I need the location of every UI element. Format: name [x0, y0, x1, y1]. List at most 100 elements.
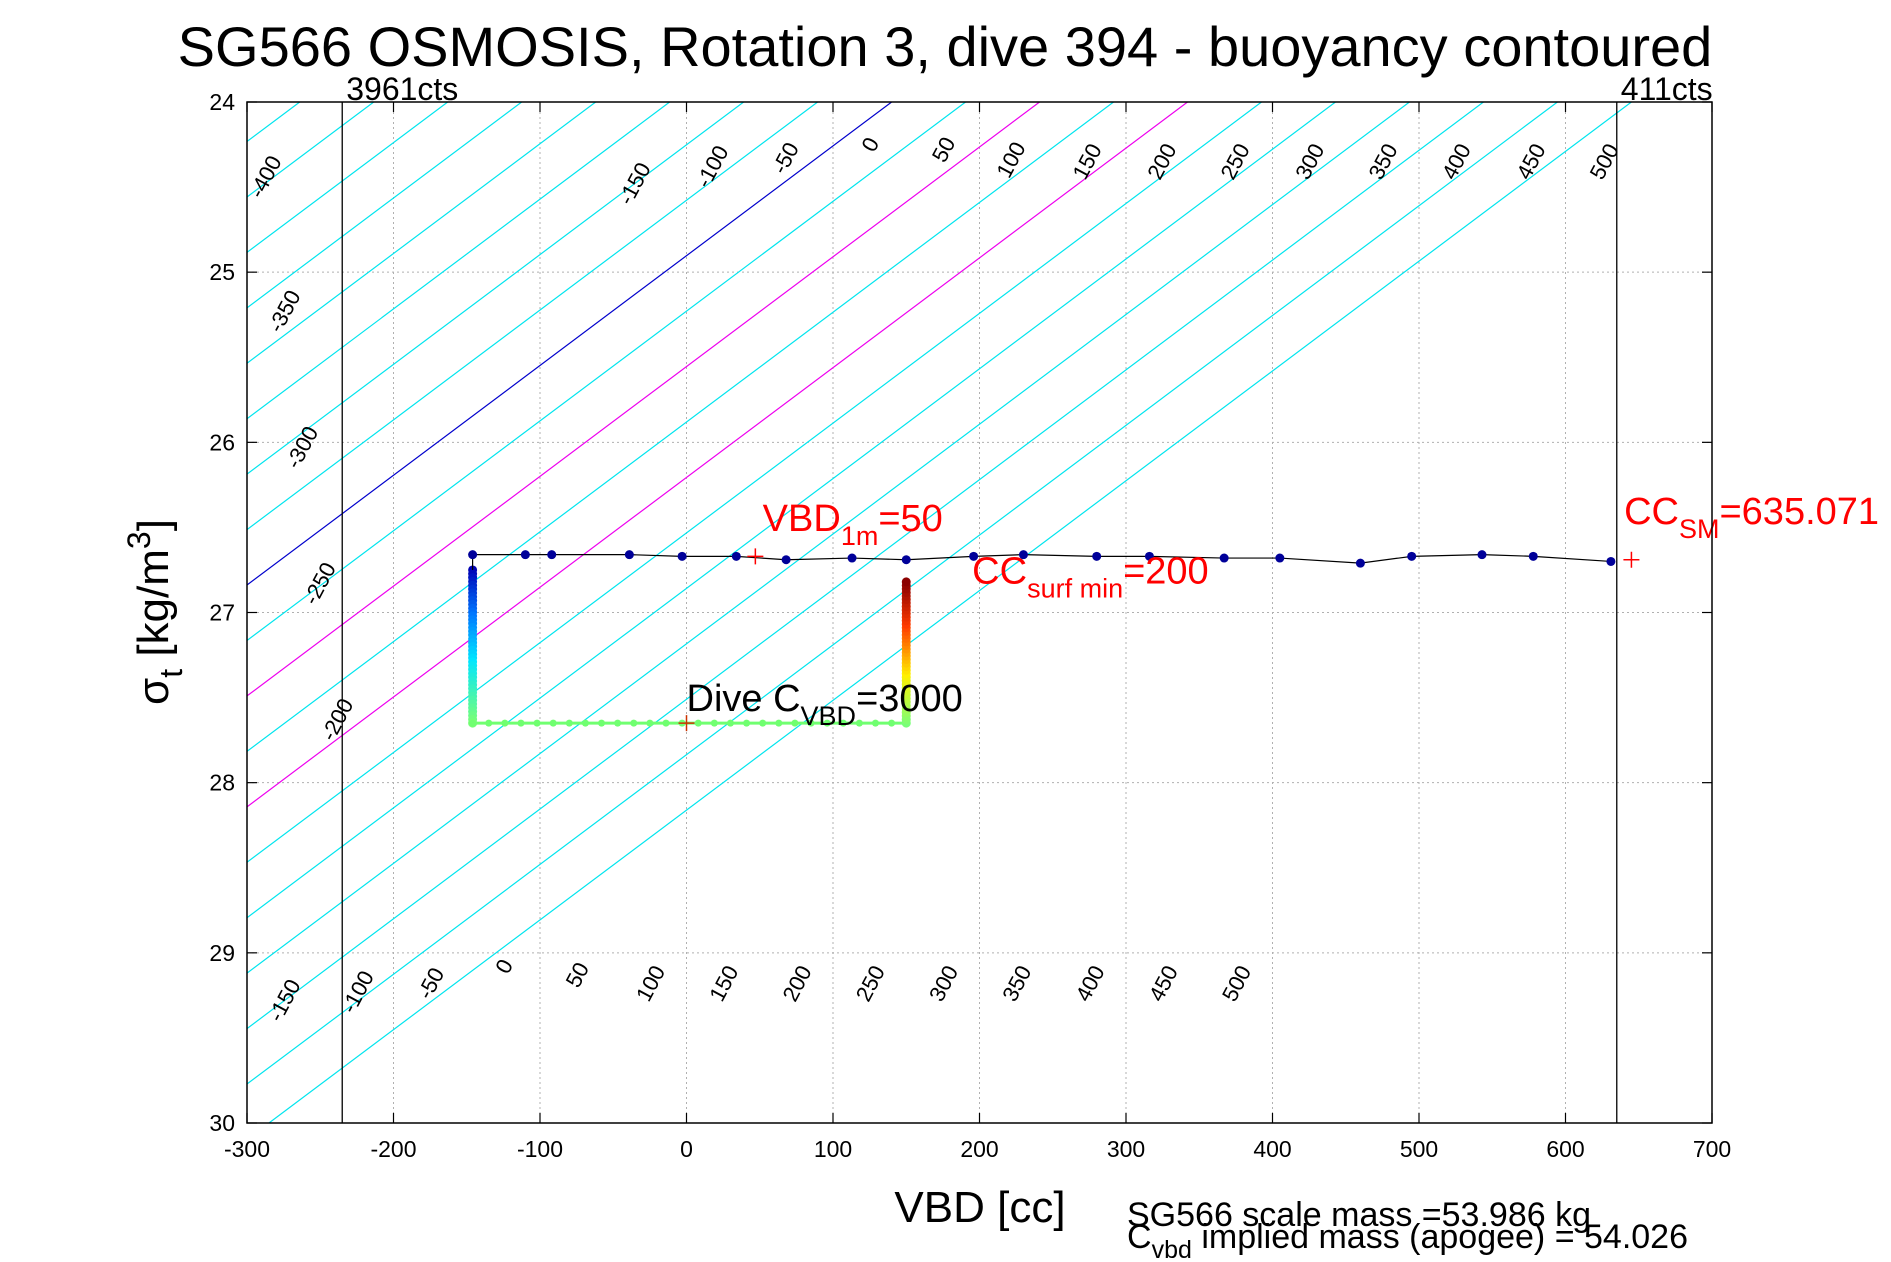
surface-point	[1606, 556, 1616, 566]
y-tick-label: 28	[209, 770, 235, 796]
bottom-point	[855, 719, 863, 727]
surface-point	[624, 550, 634, 560]
contour-line	[247, 102, 671, 420]
x-axis-label: VBD [cc]	[894, 1183, 1065, 1232]
surface-point	[1355, 558, 1365, 568]
bottom-point	[871, 719, 879, 727]
bottom-point	[517, 719, 525, 727]
reference-line-label: 411cts	[1621, 71, 1713, 107]
surface-point	[1275, 553, 1285, 563]
bottom-point	[662, 719, 670, 727]
bottom-point	[710, 719, 718, 727]
x-tick-label: 0	[680, 1136, 693, 1162]
bottom-point	[743, 719, 751, 727]
surface-point	[468, 550, 478, 560]
footer-implied-mass: Cvbd implied mass (apogee) = 54.026	[1127, 1218, 1688, 1262]
bottom-point	[581, 719, 589, 727]
contour-line	[247, 102, 1040, 697]
surface-point	[847, 553, 857, 563]
surface-point	[520, 550, 530, 560]
y-axis-label: σt [kg/m3]	[121, 519, 189, 705]
x-axis-ticks: -300 -200 -100 0 100 200 300 400 500 600 700	[224, 102, 1731, 1162]
y-tick-label: 25	[209, 259, 235, 285]
bottom-point	[646, 719, 654, 727]
contour-line	[247, 102, 597, 365]
bottom-point	[501, 719, 509, 727]
bottom-point	[469, 719, 477, 727]
bottom-point	[726, 719, 734, 727]
vbd-1m-annotation: VBD1m=50	[763, 498, 943, 551]
contour-line	[247, 102, 1114, 753]
chart-title: SG566 OSMOSIS, Rotation 3, dive 394 - bu…	[178, 15, 1713, 78]
bottom-point	[485, 719, 493, 727]
surface-point	[781, 555, 791, 565]
x-tick-label: -100	[517, 1136, 563, 1162]
bottom-point	[839, 719, 847, 727]
contour-line	[247, 102, 1336, 919]
contour-line	[247, 102, 1484, 1030]
reference-line-label: 3961cts	[346, 71, 458, 107]
y-axis-ticks: 24 25 26 27 28 29 30	[209, 89, 1712, 1136]
bottom-point	[791, 719, 799, 727]
surface-point	[1092, 551, 1102, 561]
contour-line	[247, 102, 818, 531]
reference-markers	[678, 548, 1640, 732]
bottom-point	[549, 719, 557, 727]
surface-point	[1018, 550, 1028, 560]
y-tick-label: 29	[209, 940, 235, 966]
surface-point	[1144, 551, 1154, 561]
surface-point	[1528, 551, 1538, 561]
plus-marker	[678, 715, 695, 732]
surface-point	[731, 551, 741, 561]
x-tick-label: 300	[1107, 1136, 1145, 1162]
contour-line	[247, 102, 1558, 1085]
x-tick-label: 700	[1693, 1136, 1731, 1162]
contour-line	[247, 102, 892, 586]
bottom-point	[565, 719, 573, 727]
bottom-point	[614, 719, 622, 727]
x-tick-label: 500	[1400, 1136, 1438, 1162]
bottom-point	[533, 719, 541, 727]
contour-line	[247, 102, 1410, 974]
bottom-point	[630, 719, 638, 727]
buoyancy-contours	[247, 102, 1632, 1123]
contour-line	[247, 102, 1262, 864]
plus-marker	[1623, 551, 1640, 568]
bottom-point	[694, 719, 702, 727]
y-tick-label: 24	[209, 89, 235, 115]
y-tick-label: 30	[209, 1110, 235, 1136]
surface-point	[901, 555, 911, 565]
contour-line	[247, 102, 744, 475]
bottom-point	[823, 719, 831, 727]
contour-line	[247, 102, 966, 642]
x-tick-label: 600	[1546, 1136, 1584, 1162]
footer-scale-mass: SG566 scale mass =53.986 kg	[1127, 1196, 1591, 1234]
surface-point	[1477, 550, 1487, 560]
y-tick-label: 26	[209, 429, 235, 455]
surface-point	[677, 551, 687, 561]
x-tick-label: 100	[814, 1136, 852, 1162]
surface-series	[468, 550, 1616, 570]
contour-line	[268, 102, 1632, 1123]
cc-surf-min-annotation: CCsurf min=200	[972, 551, 1209, 604]
x-tick-label: -300	[224, 1136, 270, 1162]
surface-point	[1407, 551, 1417, 561]
dive-cvbd-annotation: Dive CVBD=3000	[687, 678, 963, 731]
vertical-reference-lines: 3961cts 411cts	[341, 71, 1713, 1123]
contour-line	[247, 102, 1188, 808]
ascent-point	[901, 577, 911, 587]
x-tick-label: 400	[1253, 1136, 1291, 1162]
contour-line	[247, 102, 523, 309]
surface-point	[547, 550, 557, 560]
surface-point	[1219, 553, 1229, 563]
plus-marker	[747, 548, 764, 565]
bottom-point	[775, 719, 783, 727]
bottom-point	[759, 719, 767, 727]
bottom-point	[888, 719, 896, 727]
y-tick-label: 27	[209, 600, 235, 626]
surface-point	[969, 551, 979, 561]
bottom-point	[598, 719, 606, 727]
bottom-point	[807, 719, 815, 727]
